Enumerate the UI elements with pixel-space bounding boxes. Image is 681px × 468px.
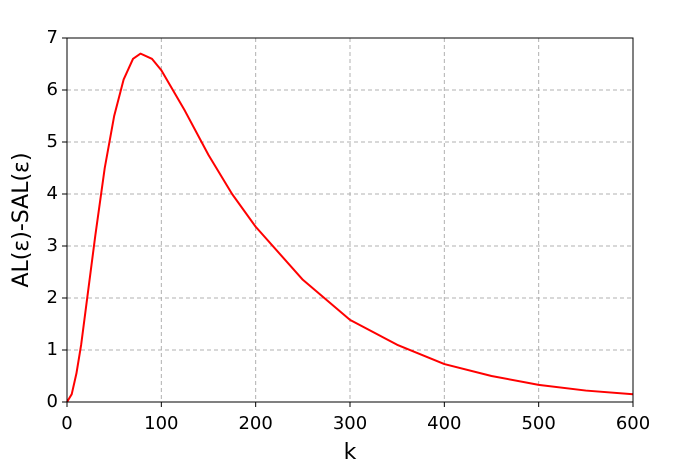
x-tick-label: 300 <box>333 413 367 434</box>
y-tick-label: 3 <box>47 235 58 256</box>
x-tick-label: 400 <box>427 413 461 434</box>
x-tick-label: 500 <box>521 413 555 434</box>
x-tick-label: 0 <box>61 413 72 434</box>
y-tick-label: 2 <box>47 287 58 308</box>
x-tick-label: 100 <box>144 413 178 434</box>
y-tick-label: 5 <box>47 131 58 152</box>
y-tick-label: 0 <box>47 391 58 412</box>
y-tick-label: 4 <box>47 183 58 204</box>
x-tick-label: 600 <box>616 413 650 434</box>
y-tick-label: 7 <box>47 27 58 48</box>
x-axis-label: k <box>344 440 357 465</box>
data-line <box>66 52 634 403</box>
plot-frame <box>66 37 634 403</box>
x-tick-label: 200 <box>238 413 272 434</box>
y-tick-label: 1 <box>47 339 58 360</box>
y-tick-label: 6 <box>47 79 58 100</box>
y-axis-label: AL(ε)-SAL(ε) <box>9 152 34 287</box>
